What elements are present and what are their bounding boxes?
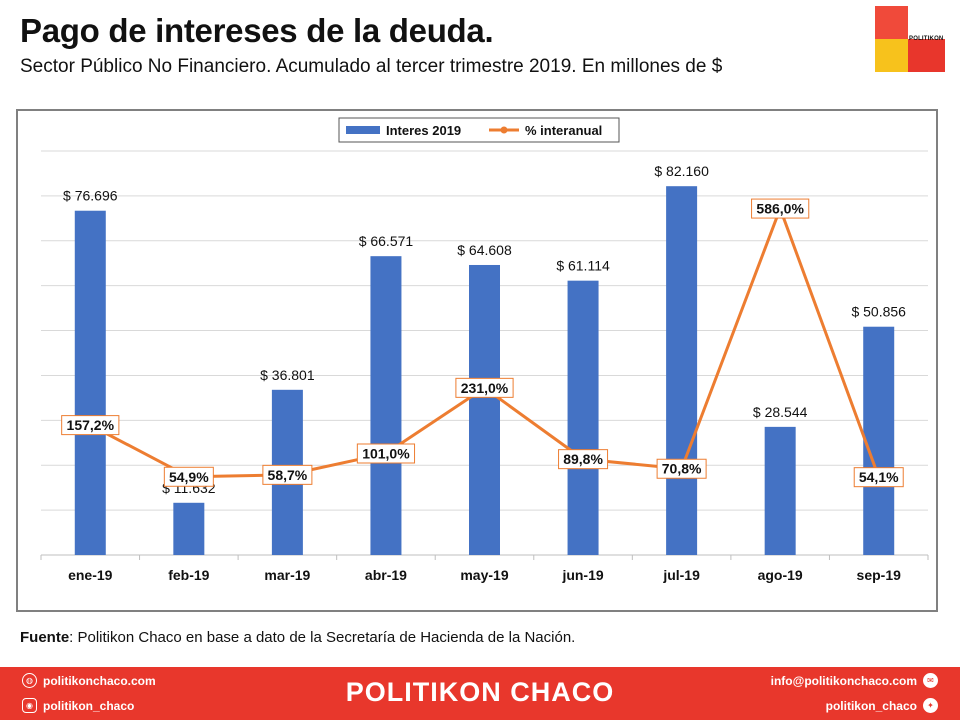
footer-brand: POLITIKON CHACO: [345, 677, 615, 707]
line-label: 58,7%: [268, 467, 308, 483]
x-tick-label: ago-19: [758, 567, 803, 583]
bar-abr-19: [370, 256, 402, 555]
footer-email-text: info@politikonchaco.com: [770, 673, 917, 688]
logo-text: POLITIKON: [909, 36, 944, 42]
bar-jul-19: [666, 186, 698, 556]
line-label-box: [853, 467, 904, 488]
legend-label-line: % interanual: [525, 123, 602, 138]
mail-icon: ✉: [923, 673, 938, 688]
bar-may-19: [469, 264, 500, 555]
line-label: 157,2%: [67, 417, 115, 433]
bar-label: $ 82.160: [654, 163, 709, 179]
footer-website[interactable]: ◍ politikonchaco.com: [22, 673, 156, 688]
x-tick-label: ene-19: [68, 567, 113, 583]
legend-swatch-point: [500, 126, 508, 134]
x-tick-label: feb-19: [168, 567, 209, 583]
page-subtitle: Sector Público No Financiero. Acumulado …: [20, 56, 723, 77]
line-label: 89,8%: [563, 451, 603, 467]
bar-label: $ 66.571: [359, 233, 414, 249]
footer-website-text: politikonchaco.com: [43, 673, 156, 688]
bar-sep-19: [863, 326, 895, 555]
twitter-icon: ✦: [923, 698, 938, 713]
source-label: Fuente: [20, 629, 70, 646]
footer-email[interactable]: info@politikonchaco.com ✉: [771, 673, 938, 688]
line-label-box: [61, 415, 120, 436]
footer-instagram[interactable]: ◉ politikon_chaco: [22, 698, 134, 713]
line-label-box: [558, 449, 609, 470]
x-tick-label: jul-19: [662, 567, 700, 583]
line-label: 586,0%: [756, 201, 804, 217]
line-label-box: [455, 377, 514, 398]
bar-ene-19: [74, 210, 106, 555]
footer-twitter[interactable]: politikon_chaco ✦: [826, 698, 938, 713]
source-text: : Politikon Chaco en base a dato de la S…: [69, 629, 576, 646]
bar-label: $ 28.544: [753, 404, 808, 420]
instagram-icon: ◉: [22, 698, 37, 713]
line-label: 231,0%: [461, 380, 509, 396]
bar-jun-19: [567, 280, 599, 555]
page-title: Pago de intereses de la deuda.: [20, 12, 494, 49]
footer-instagram-text: politikon_chaco: [43, 698, 135, 713]
chart-frame: $ 76.696 $ 11.632 $ 36.801 $ 66.571 $ 64.608…: [16, 109, 938, 612]
interest-chart: $ 76.696$ 11.632$ 36.801$ 66.571$ 64.608…: [40, 117, 929, 583]
x-tick-label: jun-19: [561, 567, 603, 583]
bar-label: $ 50.856: [851, 304, 906, 320]
globe-icon: ◍: [22, 673, 37, 688]
line-label-box: [356, 443, 416, 464]
line-label-box: [262, 464, 313, 485]
line-label-box: [656, 458, 707, 479]
x-tick-label: abr-19: [365, 567, 407, 583]
legend-box: [338, 117, 620, 143]
line-label: 101,0%: [362, 445, 410, 461]
footer-twitter-text: politikon_chaco: [825, 698, 917, 713]
x-tick-label: sep-19: [857, 567, 902, 583]
line-label: 54,9%: [169, 469, 209, 485]
bar-label: $ 61.114: [556, 258, 610, 274]
line-label-box: [163, 466, 214, 487]
line-label: 70,8%: [662, 461, 702, 477]
source-note: Fuente: Politikon Chaco en base a dato d…: [20, 629, 575, 646]
x-tick-label: may-19: [460, 567, 508, 583]
politikon-logo: POLITIKON: [875, 6, 945, 72]
line-label: 54,1%: [859, 469, 899, 485]
legend-label-bar: Interes 2019: [386, 123, 461, 138]
x-tick-label: mar-19: [264, 567, 310, 583]
bar-label: $ 64.608: [457, 242, 512, 258]
bar-label: $ 36.801: [260, 367, 315, 383]
legend-swatch-bar: [346, 126, 380, 134]
footer-bar: ◍ politikonchaco.com ◉ politikon_chaco P…: [0, 667, 960, 720]
bar-feb-19: [173, 502, 205, 555]
bar-ago-19: [764, 426, 796, 555]
line-label-box: [751, 198, 810, 219]
bar-label: $ 76.696: [63, 188, 118, 204]
